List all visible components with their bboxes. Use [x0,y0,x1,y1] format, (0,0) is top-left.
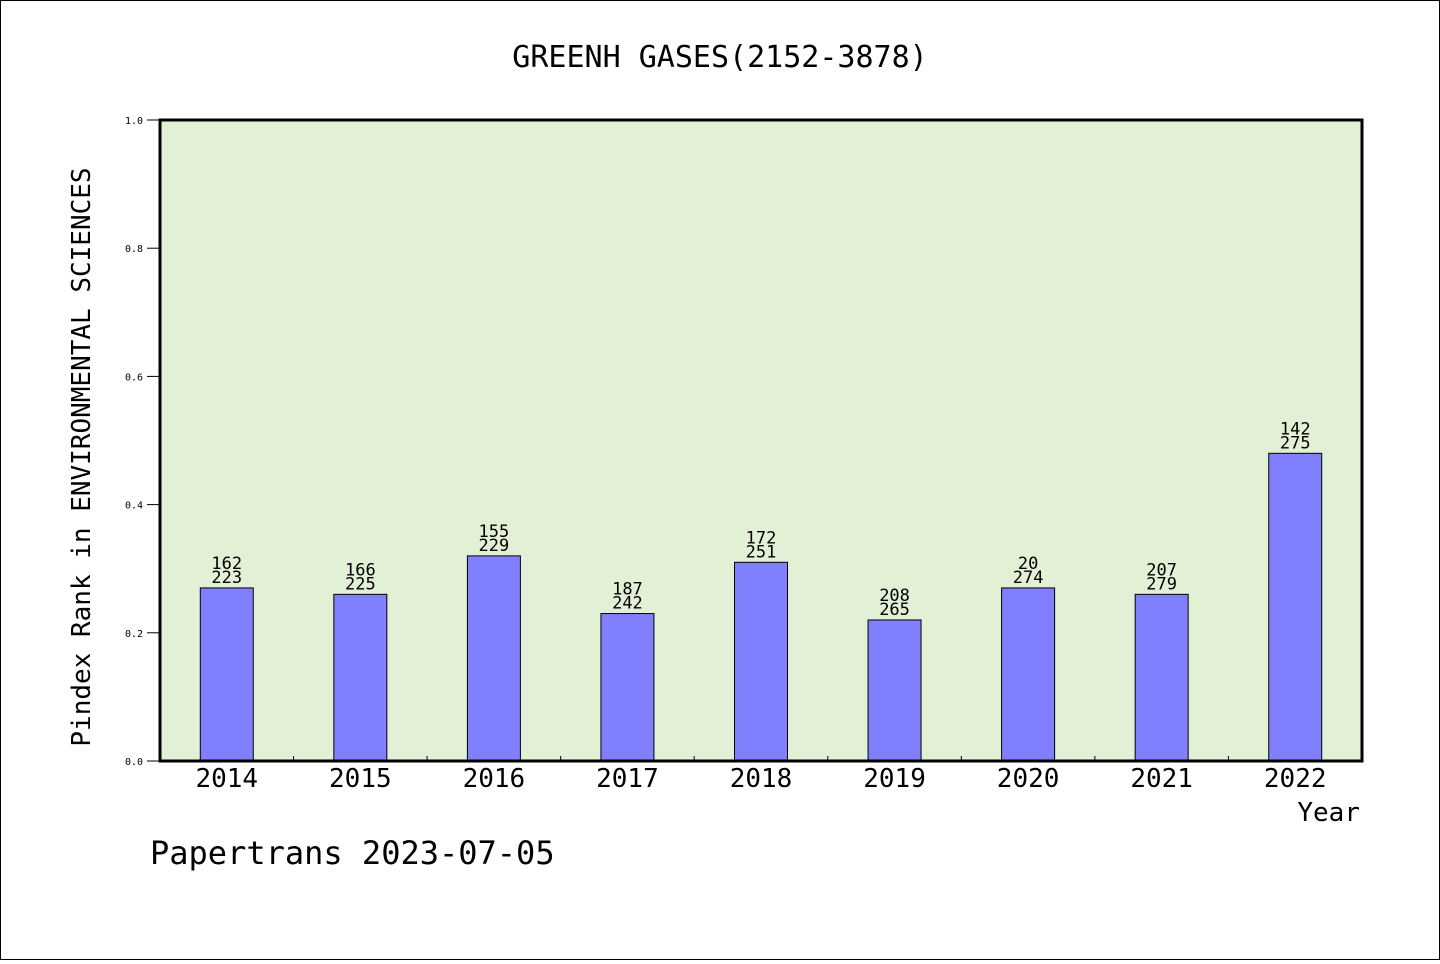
bar-label-bottom: 279 [1146,574,1177,594]
bar-label-bottom: 275 [1280,433,1311,453]
x-tick-label: 2021 [1130,764,1193,794]
bar-label-top: 172 [746,528,777,548]
bar-2022 [1268,452,1323,762]
y-tick-label: 0.8 [125,244,143,255]
bar-series [199,452,1323,762]
bar-label-top: 166 [345,560,376,580]
bar-label-bottom: 229 [479,536,510,556]
footer-text: Papertrans 2023-07-05 [150,834,555,872]
y-tick-label: 0.0 [125,757,143,768]
chart-title: GREENH GASES(2152-3878) [512,40,927,75]
x-tick-label: 2014 [195,764,258,794]
bar-label-bottom: 251 [746,542,777,562]
bar-label-top: 187 [612,580,643,600]
bar-2014 [199,587,254,762]
bar-2016 [466,555,521,762]
x-tick-label: 2020 [997,764,1060,794]
bar-2019 [867,619,922,762]
y-axis-label: Pindex Rank in ENVIRONMENTAL SCIENCES [67,167,97,746]
y-tick-label: 1.0 [125,116,143,127]
x-tick-label: 2015 [329,764,392,794]
bar-label-top: 155 [479,522,510,542]
plot-border [158,118,1364,763]
bar-label-bottom: 225 [345,574,376,594]
bar-2021 [1134,593,1189,762]
y-tick-label: 0.4 [125,501,143,512]
x-tick-label: 2022 [1264,764,1327,794]
x-axis-label: Year [1297,798,1360,828]
bar-label-top: 162 [211,554,242,574]
x-tick-label: 2016 [463,764,526,794]
bar-label-bottom: 242 [612,594,643,614]
bar-2015 [333,593,388,762]
bar-2020 [1001,587,1056,762]
x-tick-label: 2017 [596,764,659,794]
y-axis: 0.0 0.2 0.4 0.6 0.8 1.0 [125,116,160,768]
x-tick-label: 2018 [730,764,793,794]
bar-label-top: 207 [1146,560,1177,580]
bar-label-top: 142 [1280,419,1311,439]
bar-2017 [600,613,655,762]
bar-label-top: 20 [1018,554,1038,574]
y-tick-label: 0.6 [125,372,143,383]
bar-label-bottom: 274 [1013,568,1044,588]
bar-label-top: 208 [879,586,910,606]
bar-label-bottom: 265 [879,600,910,620]
bar-2018 [734,561,788,762]
x-tick-label: 2019 [863,764,926,794]
y-tick-label: 0.2 [125,629,143,640]
x-axis: 2014 2015 2016 2017 2018 2019 2020 2021 2022 [195,756,1327,794]
bar-label-bottom: 223 [211,568,242,588]
